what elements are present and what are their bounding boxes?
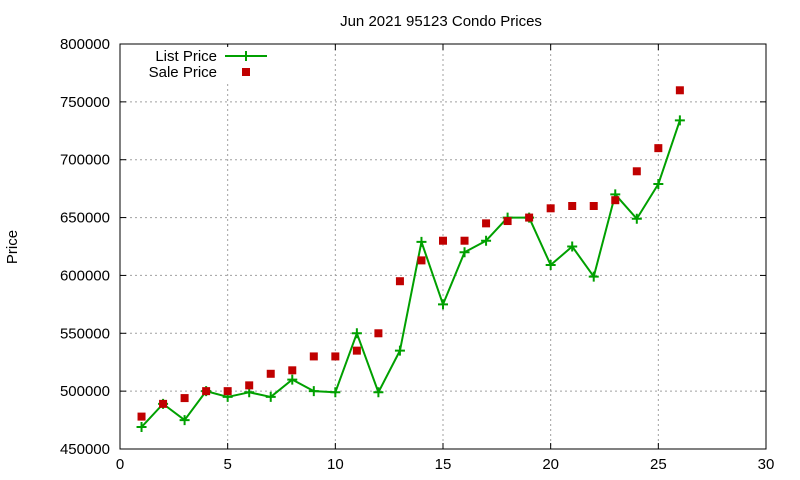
list-price-point: [459, 247, 470, 258]
legend-label-list-price: List Price: [155, 48, 217, 65]
y-tick-label: 800000: [60, 36, 110, 53]
legend-label-sale-price: Sale Price: [149, 64, 217, 81]
y-tick-label: 700000: [60, 152, 110, 169]
sale-price-point: [503, 217, 512, 226]
list-price-point: [308, 386, 319, 397]
list-price-point: [481, 235, 492, 246]
list-price-point: [653, 179, 664, 190]
grid-lines: [120, 44, 766, 449]
sale-price-point: [654, 144, 663, 153]
sale-price-point: [309, 352, 318, 361]
sale-price-point: [180, 394, 189, 403]
y-tick-label: 550000: [60, 325, 110, 342]
sale-price-point: [352, 346, 361, 355]
series-layer: [136, 86, 685, 433]
list-price-point: [545, 260, 556, 271]
y-tick-label: 450000: [60, 441, 110, 458]
legend-background: [140, 47, 275, 81]
legend: List Price Sale Price: [140, 47, 275, 81]
list-price-point: [588, 271, 599, 282]
x-tick-label: 25: [650, 456, 667, 473]
sale-price-point: [589, 202, 598, 210]
list-price-point: [438, 299, 448, 310]
chart-title: Jun 2021 95123 Condo Prices: [340, 13, 542, 30]
list-price-point: [373, 387, 384, 398]
sale-price-point: [395, 277, 404, 286]
sale-price-point: [417, 256, 426, 265]
legend-marker-sale-price: [242, 68, 250, 76]
x-tick-label: 5: [223, 456, 231, 473]
sale-price-point: [546, 204, 555, 213]
sale-price-point: [675, 86, 684, 95]
list-price-point: [394, 345, 405, 356]
x-tick-label: 10: [327, 456, 344, 473]
sale-price-point: [159, 399, 168, 408]
list-price-point: [631, 213, 642, 224]
x-tick-label: 15: [435, 456, 452, 473]
sale-price-point: [568, 202, 577, 210]
list-price-point: [179, 415, 190, 426]
list-price-point: [136, 422, 147, 433]
y-tick-label: 650000: [60, 210, 110, 227]
sale-price-point: [460, 236, 469, 245]
x-tick-label: 0: [116, 456, 124, 473]
list-price-point: [351, 328, 362, 339]
sale-price-point: [374, 329, 383, 338]
sale-price-point: [482, 219, 491, 228]
sale-price-point: [288, 366, 297, 375]
sale-price-point: [245, 381, 254, 390]
list-price-line: [140, 120, 681, 428]
list-price-point: [287, 374, 298, 385]
x-tick-label: 20: [542, 456, 559, 473]
sale-price-point: [266, 369, 275, 378]
sale-price-point: [202, 387, 211, 396]
list-price-point: [674, 115, 685, 126]
y-tick-label: 750000: [60, 94, 110, 111]
list-price-point: [265, 391, 276, 402]
sale-price-point: [331, 352, 340, 361]
y-tick-label: 600000: [60, 267, 110, 284]
sale-price-point: [611, 196, 620, 205]
sale-price-point: [632, 167, 641, 176]
sale-price-point: [223, 387, 232, 396]
legend-marker-list-price: [241, 51, 251, 61]
sale-price-point: [439, 236, 447, 245]
list-price-point: [330, 387, 341, 398]
y-tick-label: 500000: [60, 383, 110, 400]
x-tick-label: 30: [758, 456, 775, 473]
list-price-point: [416, 236, 427, 247]
sale-price-point: [137, 412, 146, 421]
sale-price-point: [525, 213, 534, 222]
y-axis-label: Price: [4, 230, 21, 264]
list-price-point: [567, 241, 578, 252]
axis-tick-labels: 0 5 10 15 20 25 30 450000 500000 550000 600000 6500…: [60, 36, 774, 473]
